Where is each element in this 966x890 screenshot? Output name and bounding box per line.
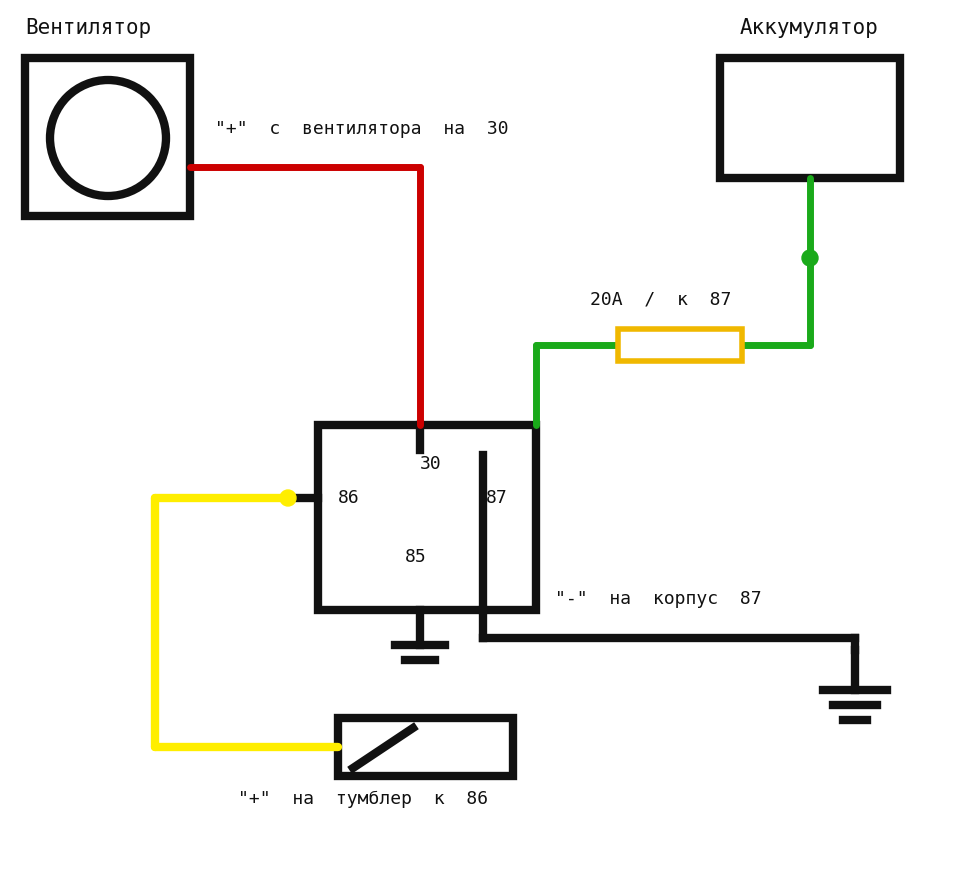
Text: 86: 86 [338,489,359,507]
Bar [318,425,536,610]
Text: 30: 30 [420,455,441,473]
Circle shape [50,80,166,196]
Text: "+"  на  тумблер  к  86: "+" на тумблер к 86 [238,790,488,808]
Bar [25,58,190,216]
Text: 87: 87 [486,489,508,507]
Circle shape [280,490,296,506]
Text: Аккумулятор: Аккумулятор [740,18,879,38]
Text: 85: 85 [405,548,427,566]
Bar [720,58,900,178]
Bar [618,329,742,361]
Text: "-"  на  корпус  87: "-" на корпус 87 [555,590,761,608]
Text: "+"  с  вентилятора  на  30: "+" с вентилятора на 30 [215,120,509,138]
Text: Вентилятор: Вентилятор [25,18,152,38]
Text: 20А  /  к  87: 20А / к 87 [590,290,731,308]
Bar [338,718,513,776]
Circle shape [802,250,818,266]
